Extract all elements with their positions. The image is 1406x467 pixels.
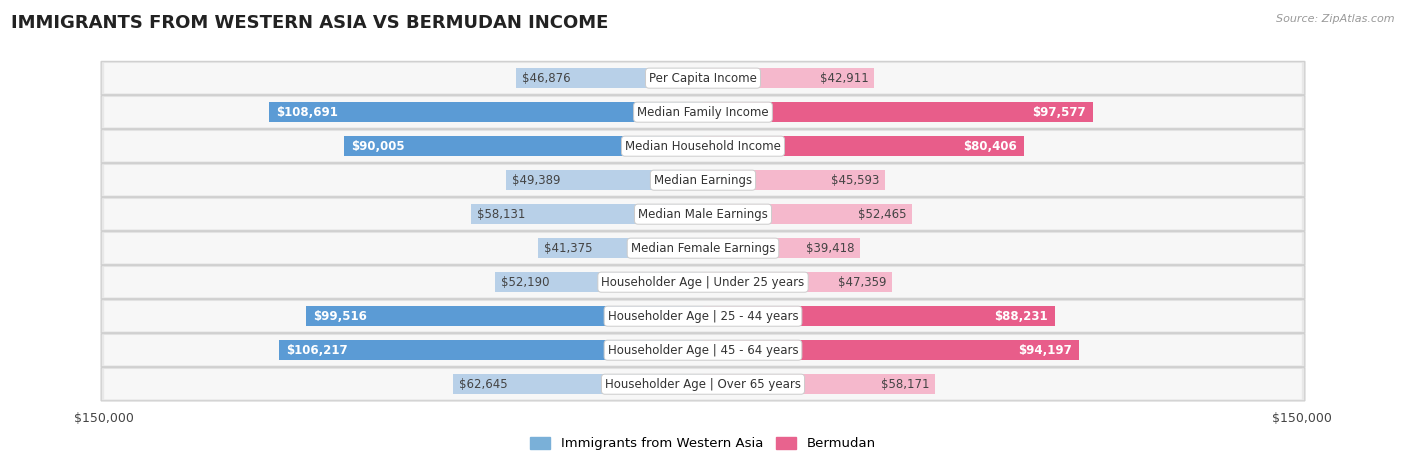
Text: Householder Age | Under 25 years: Householder Age | Under 25 years [602, 276, 804, 289]
Bar [453, 375, 703, 394]
Text: $62,645: $62,645 [458, 378, 508, 391]
FancyBboxPatch shape [101, 95, 1305, 129]
FancyBboxPatch shape [101, 129, 1305, 163]
FancyBboxPatch shape [101, 62, 1305, 95]
Text: $52,465: $52,465 [858, 208, 907, 221]
FancyBboxPatch shape [101, 333, 1305, 367]
Text: Median Male Earnings: Median Male Earnings [638, 208, 768, 221]
Text: $46,876: $46,876 [522, 71, 571, 85]
Text: $52,190: $52,190 [501, 276, 550, 289]
FancyBboxPatch shape [104, 233, 1302, 263]
Bar [278, 340, 703, 360]
Bar [703, 238, 860, 258]
Text: $88,231: $88,231 [994, 310, 1047, 323]
Text: Median Family Income: Median Family Income [637, 106, 769, 119]
Text: $58,171: $58,171 [880, 378, 929, 391]
FancyBboxPatch shape [104, 335, 1302, 365]
Bar [703, 272, 891, 292]
Bar [305, 306, 703, 326]
Text: Per Capita Income: Per Capita Income [650, 71, 756, 85]
FancyBboxPatch shape [101, 198, 1305, 231]
Bar [703, 306, 1056, 326]
Text: Householder Age | Over 65 years: Householder Age | Over 65 years [605, 378, 801, 391]
FancyBboxPatch shape [101, 266, 1305, 299]
Bar [703, 136, 1024, 156]
FancyBboxPatch shape [101, 368, 1305, 401]
Bar [703, 170, 884, 190]
FancyBboxPatch shape [104, 301, 1302, 331]
FancyBboxPatch shape [104, 97, 1302, 127]
FancyBboxPatch shape [101, 163, 1305, 197]
Bar [471, 204, 703, 224]
Bar [269, 102, 703, 122]
Bar [703, 340, 1078, 360]
Text: $106,217: $106,217 [287, 344, 347, 357]
FancyBboxPatch shape [101, 299, 1305, 333]
Bar [703, 68, 875, 88]
Text: Median Female Earnings: Median Female Earnings [631, 241, 775, 255]
FancyBboxPatch shape [104, 267, 1302, 297]
Text: $80,406: $80,406 [963, 140, 1017, 153]
Text: $90,005: $90,005 [352, 140, 405, 153]
Text: $99,516: $99,516 [314, 310, 367, 323]
FancyBboxPatch shape [104, 165, 1302, 195]
Text: $41,375: $41,375 [544, 241, 592, 255]
FancyBboxPatch shape [104, 63, 1302, 93]
Text: $108,691: $108,691 [276, 106, 337, 119]
FancyBboxPatch shape [104, 199, 1302, 229]
Text: Median Earnings: Median Earnings [654, 174, 752, 187]
FancyBboxPatch shape [101, 232, 1305, 265]
Text: Householder Age | 45 - 64 years: Householder Age | 45 - 64 years [607, 344, 799, 357]
Bar [506, 170, 703, 190]
Text: IMMIGRANTS FROM WESTERN ASIA VS BERMUDAN INCOME: IMMIGRANTS FROM WESTERN ASIA VS BERMUDAN… [11, 14, 609, 32]
Legend: Immigrants from Western Asia, Bermudan: Immigrants from Western Asia, Bermudan [524, 432, 882, 456]
Text: $97,577: $97,577 [1032, 106, 1085, 119]
Text: $39,418: $39,418 [806, 241, 855, 255]
Bar [703, 204, 912, 224]
Bar [495, 272, 703, 292]
Bar [343, 136, 703, 156]
Bar [703, 375, 935, 394]
Bar [516, 68, 703, 88]
Text: $58,131: $58,131 [477, 208, 526, 221]
Bar [538, 238, 703, 258]
Bar [703, 102, 1092, 122]
FancyBboxPatch shape [104, 369, 1302, 399]
Text: $49,389: $49,389 [512, 174, 561, 187]
Text: $47,359: $47,359 [838, 276, 886, 289]
Text: Source: ZipAtlas.com: Source: ZipAtlas.com [1277, 14, 1395, 24]
FancyBboxPatch shape [104, 131, 1302, 161]
Text: $45,593: $45,593 [831, 174, 879, 187]
Text: Median Household Income: Median Household Income [626, 140, 780, 153]
Text: Householder Age | 25 - 44 years: Householder Age | 25 - 44 years [607, 310, 799, 323]
Text: $94,197: $94,197 [1018, 344, 1071, 357]
Text: $42,911: $42,911 [820, 71, 869, 85]
